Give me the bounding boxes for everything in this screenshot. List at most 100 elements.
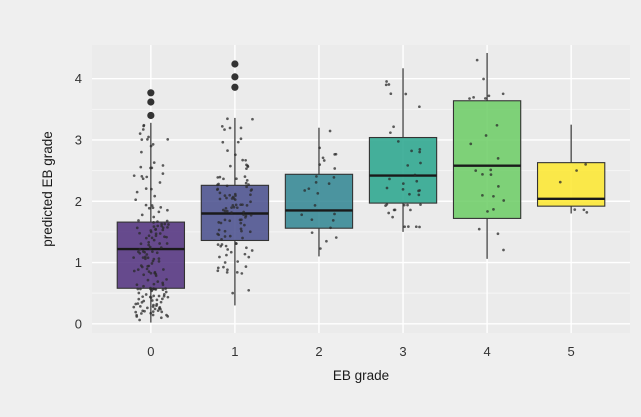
jitter-point bbox=[413, 173, 417, 177]
jitter-point bbox=[165, 278, 168, 281]
jitter-point bbox=[224, 244, 228, 248]
x-tick-label: 2 bbox=[315, 344, 322, 359]
jitter-point bbox=[161, 281, 165, 285]
jitter-point bbox=[216, 176, 220, 179]
jitter-point bbox=[417, 193, 421, 197]
jitter-point bbox=[217, 233, 221, 237]
jitter-point bbox=[241, 158, 244, 162]
jitter-point bbox=[135, 190, 139, 194]
jitter-point bbox=[406, 164, 410, 167]
jitter-point bbox=[318, 146, 321, 150]
jitter-point bbox=[393, 208, 397, 212]
jitter-point bbox=[483, 97, 487, 100]
box-iqr bbox=[368, 136, 438, 204]
jitter-point bbox=[164, 287, 167, 290]
jitter-point bbox=[152, 238, 156, 242]
jitter-point bbox=[249, 213, 253, 217]
jitter-point bbox=[166, 208, 169, 212]
jitter-point bbox=[147, 270, 151, 273]
jitter-point bbox=[328, 129, 332, 133]
x-tick-label: 5 bbox=[568, 344, 575, 359]
y-axis-title: predicted EB grade bbox=[40, 131, 55, 247]
jitter-point bbox=[161, 226, 165, 230]
jitter-point bbox=[250, 188, 254, 191]
jitter-point bbox=[137, 297, 141, 301]
jitter-point bbox=[223, 229, 227, 233]
jitter-point bbox=[166, 138, 170, 141]
jitter-point bbox=[151, 287, 155, 291]
jitter-point bbox=[138, 247, 142, 251]
jitter-point bbox=[315, 175, 318, 178]
jitter-point bbox=[225, 196, 228, 200]
jitter-point bbox=[392, 125, 395, 129]
jitter-point bbox=[245, 246, 248, 250]
jitter-point bbox=[140, 312, 143, 315]
jitter-point bbox=[218, 191, 222, 195]
jitter-point bbox=[334, 236, 338, 239]
jitter-point bbox=[333, 212, 336, 216]
jitter-point bbox=[234, 242, 238, 245]
jitter-point bbox=[149, 229, 153, 232]
jitter-point bbox=[239, 126, 243, 130]
jitter-point bbox=[468, 97, 471, 100]
jitter-point bbox=[401, 187, 405, 191]
jitter-point bbox=[387, 211, 391, 215]
jitter-point bbox=[141, 177, 145, 181]
jitter-point bbox=[303, 189, 307, 192]
x-tick-label: 3 bbox=[399, 344, 406, 359]
jitter-point bbox=[147, 240, 151, 244]
jitter-point bbox=[144, 236, 148, 240]
jitter-point bbox=[151, 310, 155, 313]
jitter-point bbox=[410, 149, 413, 153]
jitter-point bbox=[391, 215, 394, 219]
jitter-point bbox=[161, 164, 165, 167]
jitter-point bbox=[151, 305, 155, 309]
jitter-point bbox=[225, 184, 229, 188]
jitter-point bbox=[230, 197, 234, 200]
jitter-point bbox=[481, 193, 484, 197]
jitter-point bbox=[241, 236, 244, 240]
jitter-point bbox=[501, 92, 505, 96]
jitter-point bbox=[156, 309, 160, 313]
jitter-point bbox=[247, 183, 250, 186]
jitter-point bbox=[135, 313, 138, 317]
jitter-point bbox=[159, 300, 163, 304]
jitter-point bbox=[154, 234, 158, 238]
jitter-point bbox=[408, 192, 411, 196]
jitter-point bbox=[146, 278, 150, 282]
jitter-point bbox=[161, 228, 165, 232]
jitter-point bbox=[238, 218, 242, 222]
jitter-point bbox=[310, 218, 314, 222]
jitter-point bbox=[573, 208, 577, 212]
jitter-point bbox=[496, 232, 500, 236]
jitter-point bbox=[136, 302, 140, 305]
jitter-point bbox=[575, 169, 578, 172]
jitter-point bbox=[152, 294, 156, 298]
jitter-point bbox=[156, 280, 160, 283]
x-tick-label: 1 bbox=[231, 344, 238, 359]
jitter-point bbox=[385, 186, 389, 190]
jitter-point bbox=[141, 250, 145, 253]
jitter-point bbox=[155, 304, 158, 308]
jitter-point bbox=[152, 221, 155, 224]
jitter-point bbox=[558, 180, 562, 184]
jitter-point bbox=[132, 269, 136, 273]
jitter-point bbox=[249, 200, 252, 204]
jitter-point bbox=[239, 137, 243, 141]
jitter-point bbox=[166, 295, 170, 299]
jitter-point bbox=[147, 135, 150, 139]
jitter-point bbox=[153, 194, 157, 198]
jitter-point bbox=[481, 172, 484, 176]
jitter-point bbox=[136, 287, 140, 291]
jitter-point bbox=[151, 206, 155, 210]
jitter-point bbox=[137, 291, 141, 295]
jitter-point bbox=[418, 189, 421, 192]
jitter-point bbox=[474, 169, 478, 173]
jitter-point bbox=[222, 177, 225, 181]
jitter-point bbox=[159, 316, 163, 320]
jitter-point bbox=[318, 163, 322, 166]
jitter-point bbox=[233, 192, 237, 196]
jitter-point bbox=[251, 117, 254, 121]
jitter-point bbox=[246, 164, 250, 168]
